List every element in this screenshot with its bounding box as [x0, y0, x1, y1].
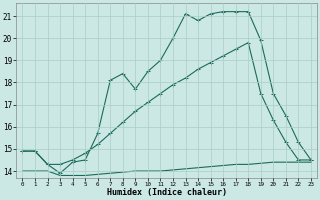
X-axis label: Humidex (Indice chaleur): Humidex (Indice chaleur) — [107, 188, 227, 197]
